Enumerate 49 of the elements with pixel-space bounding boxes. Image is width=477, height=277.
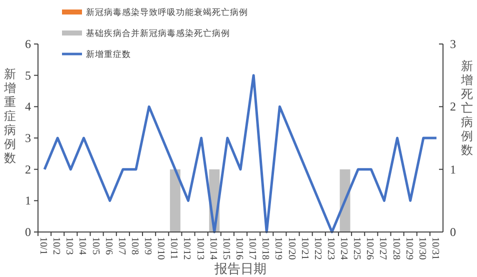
x-tick-label: 10/31 <box>429 237 440 260</box>
x-tick-label: 10/5 <box>90 237 101 255</box>
x-tick-label: 10/1 <box>38 237 49 255</box>
y-tick-label: 6 <box>25 37 31 51</box>
y2-tick-label: 3 <box>450 37 456 51</box>
x-tick-label: 10/14 <box>207 237 218 260</box>
y-tick-label: 5 <box>25 68 31 82</box>
y-tick-label: 4 <box>25 100 31 114</box>
x-tick-label: 10/23 <box>324 237 336 260</box>
x-tick-label: 10/9 <box>142 237 154 255</box>
x-tick-label: 10/29 <box>403 237 414 260</box>
x-tick-label: 10/28 <box>390 237 402 260</box>
x-tick-label: 10/25 <box>351 237 362 260</box>
x-tick-label: 10/4 <box>76 237 88 255</box>
x-tick-label: 10/27 <box>377 237 388 260</box>
legend-label: 新冠病毒感染导致呼吸功能衰竭死亡病例 <box>86 7 248 18</box>
y-axis-title: 新增重症病例数 <box>3 67 16 165</box>
x-tick-label: 10/24 <box>338 237 350 260</box>
x-tick-label: 10/2 <box>50 237 62 255</box>
x-tick-label: 10/21 <box>298 237 310 260</box>
y-tick-label: 3 <box>25 131 31 145</box>
y2-tick-label: 1 <box>450 162 456 176</box>
x-tick-label: 10/8 <box>128 237 140 255</box>
x-tick-label: 10/11 <box>168 237 180 260</box>
x-tick-label: 10/17 <box>246 237 258 260</box>
legend-label: 基础疾病合并新冠病毒感染死亡病例 <box>86 28 230 39</box>
x-tick-label: 10/6 <box>102 237 114 255</box>
legend-label: 新增重症数 <box>86 49 131 60</box>
x-tick-label: 10/18 <box>260 237 271 260</box>
x-tick-label: 10/7 <box>116 237 127 255</box>
x-tick-label: 10/19 <box>272 237 284 260</box>
x-tick-label: 10/30 <box>416 237 428 260</box>
x-axis-title: 报告日期 <box>214 261 266 276</box>
x-tick-label: 10/26 <box>364 237 376 260</box>
y2-tick-label: 0 <box>450 225 456 239</box>
y2-axis-title: 新增死亡病例数 <box>460 59 473 157</box>
x-tick-label: 10/20 <box>286 237 297 260</box>
x-tick-label: 10/13 <box>194 237 206 260</box>
y2-tick-label: 2 <box>450 100 456 114</box>
x-tick-label: 10/3 <box>64 237 75 255</box>
x-tick-label: 10/15 <box>220 237 232 260</box>
x-tick-label: 10/12 <box>181 237 192 260</box>
x-tick-label: 10/16 <box>234 237 244 260</box>
y-tick-label: 2 <box>25 162 31 176</box>
x-tick-label: 10/10 <box>155 237 166 260</box>
x-tick-label: 10/22 <box>312 237 323 260</box>
y-tick-label: 0 <box>25 225 31 239</box>
line-series <box>43 74 438 234</box>
y-tick-label: 1 <box>25 194 31 208</box>
